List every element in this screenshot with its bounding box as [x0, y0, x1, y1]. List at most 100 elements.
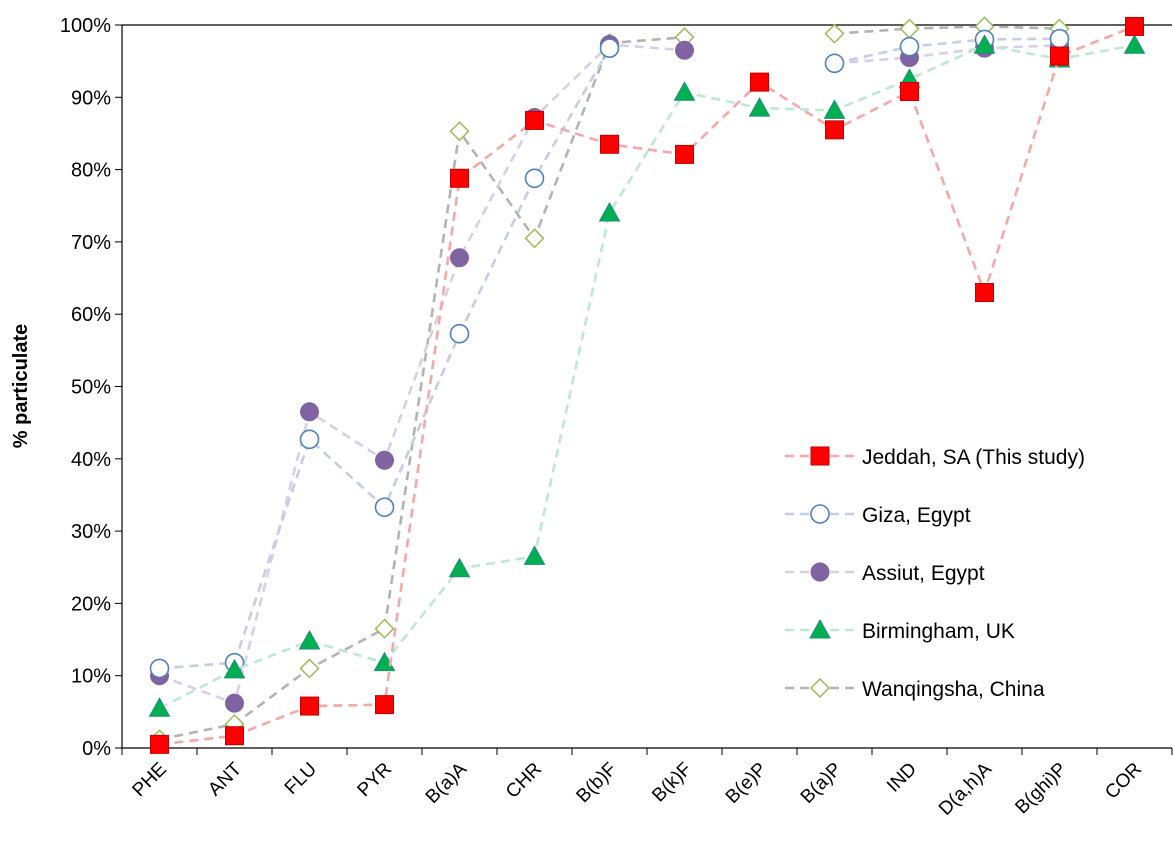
- series-layer: [148, 16, 1146, 754]
- series-3: [148, 34, 1146, 717]
- data-point: [450, 248, 469, 268]
- data-point: [150, 734, 169, 754]
- data-point: [524, 168, 545, 189]
- y-axis-label: % particulate: [10, 324, 32, 448]
- data-point: [299, 429, 320, 450]
- data-point: [675, 40, 694, 60]
- x-tick-label: COR: [1101, 759, 1146, 804]
- x-tick-label: PYR: [354, 759, 396, 801]
- legend-marker: [809, 618, 831, 639]
- y-tick-label: 0%: [82, 738, 111, 760]
- y-tick-label: 70%: [71, 232, 111, 254]
- data-point: [750, 72, 769, 92]
- series-line: [158, 43, 1135, 710]
- data-point: [148, 697, 171, 717]
- series-line: [834, 37, 1060, 65]
- data-point: [975, 283, 994, 303]
- data-point: [524, 228, 545, 249]
- x-tick-label: IND: [883, 759, 921, 797]
- y-axis-ticks: 0% 10% 20% 30% 40% 50% 60% 70% 80% 90% 100%: [60, 15, 122, 760]
- y-tick-label: 90%: [71, 87, 111, 109]
- data-point: [225, 726, 244, 746]
- data-point: [598, 201, 621, 222]
- data-point: [449, 323, 470, 344]
- data-point: [899, 36, 920, 57]
- data-point: [600, 134, 619, 154]
- data-point: [300, 696, 319, 716]
- x-tick-label: B(k)F: [648, 759, 696, 807]
- legend-marker: [810, 562, 830, 582]
- data-point: [448, 557, 471, 578]
- data-point: [824, 53, 845, 74]
- data-point: [525, 110, 544, 130]
- data-point: [300, 402, 319, 422]
- y-tick-label: 10%: [71, 666, 111, 688]
- y-tick-label: 80%: [71, 160, 111, 182]
- data-point: [375, 695, 394, 715]
- y-tick-label: 60%: [71, 304, 111, 326]
- legend-marker: [809, 677, 831, 699]
- data-point: [1123, 34, 1146, 54]
- data-point: [823, 99, 846, 119]
- data-point: [899, 18, 920, 39]
- data-point: [748, 97, 771, 117]
- data-point: [1050, 46, 1069, 66]
- data-point: [973, 34, 996, 54]
- y-tick-label: 100%: [60, 15, 111, 37]
- data-point: [825, 120, 844, 140]
- legend-label: Birmingham, UK: [862, 620, 1015, 643]
- data-point: [673, 81, 696, 101]
- data-point: [149, 658, 170, 679]
- legend-label: Assiut, Egypt: [862, 562, 985, 585]
- data-point: [599, 38, 620, 58]
- legend-label: Giza, Egypt: [862, 504, 971, 527]
- x-tick-label: CHR: [502, 759, 546, 803]
- x-tick-label: PHE: [129, 759, 171, 801]
- x-tick-label: ANT: [204, 758, 246, 800]
- series-line: [159, 25, 1135, 746]
- legend-item: Birmingham, UK: [785, 618, 1015, 643]
- series-line: [159, 47, 611, 670]
- legend-item: Jeddah, SA (This study): [785, 446, 1085, 469]
- data-point: [374, 618, 395, 639]
- x-axis-ticks: PHE ANT FLU PYR B(a)A CHR B(b)F B(k)F B(e)P B(a)P…: [121, 748, 1173, 820]
- y-tick-label: 20%: [71, 593, 111, 615]
- data-point: [1125, 16, 1144, 36]
- legend: Jeddah, SA (This study) Giza, Egypt Assiut…: [785, 446, 1085, 701]
- legend-item: Giza, Egypt: [785, 504, 971, 527]
- x-tick-label: B(a)A: [422, 758, 471, 807]
- legend-item: Wanqingsha, China: [785, 677, 1045, 701]
- series-line: [834, 43, 1060, 65]
- series-line: [159, 35, 685, 741]
- data-point: [225, 693, 244, 713]
- data-point: [299, 658, 320, 679]
- data-point: [675, 144, 694, 164]
- series-line: [834, 25, 1060, 35]
- data-point: [223, 658, 246, 679]
- x-tick-label: D(a,h)A: [935, 758, 996, 819]
- legend-item: Assiut, Egypt: [785, 562, 985, 585]
- data-point: [450, 168, 469, 188]
- y-tick-label: 30%: [71, 521, 111, 543]
- legend-label: Wanqingsha, China: [862, 678, 1045, 701]
- y-tick-label: 40%: [71, 449, 111, 471]
- series-0: [150, 16, 1144, 754]
- x-tick-label: B(e)P: [722, 759, 771, 808]
- data-point: [900, 82, 919, 102]
- x-tick-label: B(ghi)P: [1011, 759, 1071, 819]
- data-point: [298, 629, 321, 650]
- x-tick-label: FLU: [281, 759, 321, 799]
- data-point: [375, 450, 394, 470]
- series-line: [159, 43, 685, 705]
- data-point: [523, 545, 546, 565]
- data-point: [449, 121, 470, 142]
- data-point: [824, 23, 845, 44]
- x-tick-label: B(b)F: [573, 759, 621, 807]
- legend-marker: [810, 504, 830, 524]
- data-point: [374, 497, 395, 518]
- legend-marker: [810, 446, 830, 466]
- x-tick-label: B(a)P: [797, 759, 846, 808]
- y-tick-label: 50%: [71, 377, 111, 399]
- data-point: [1049, 28, 1070, 49]
